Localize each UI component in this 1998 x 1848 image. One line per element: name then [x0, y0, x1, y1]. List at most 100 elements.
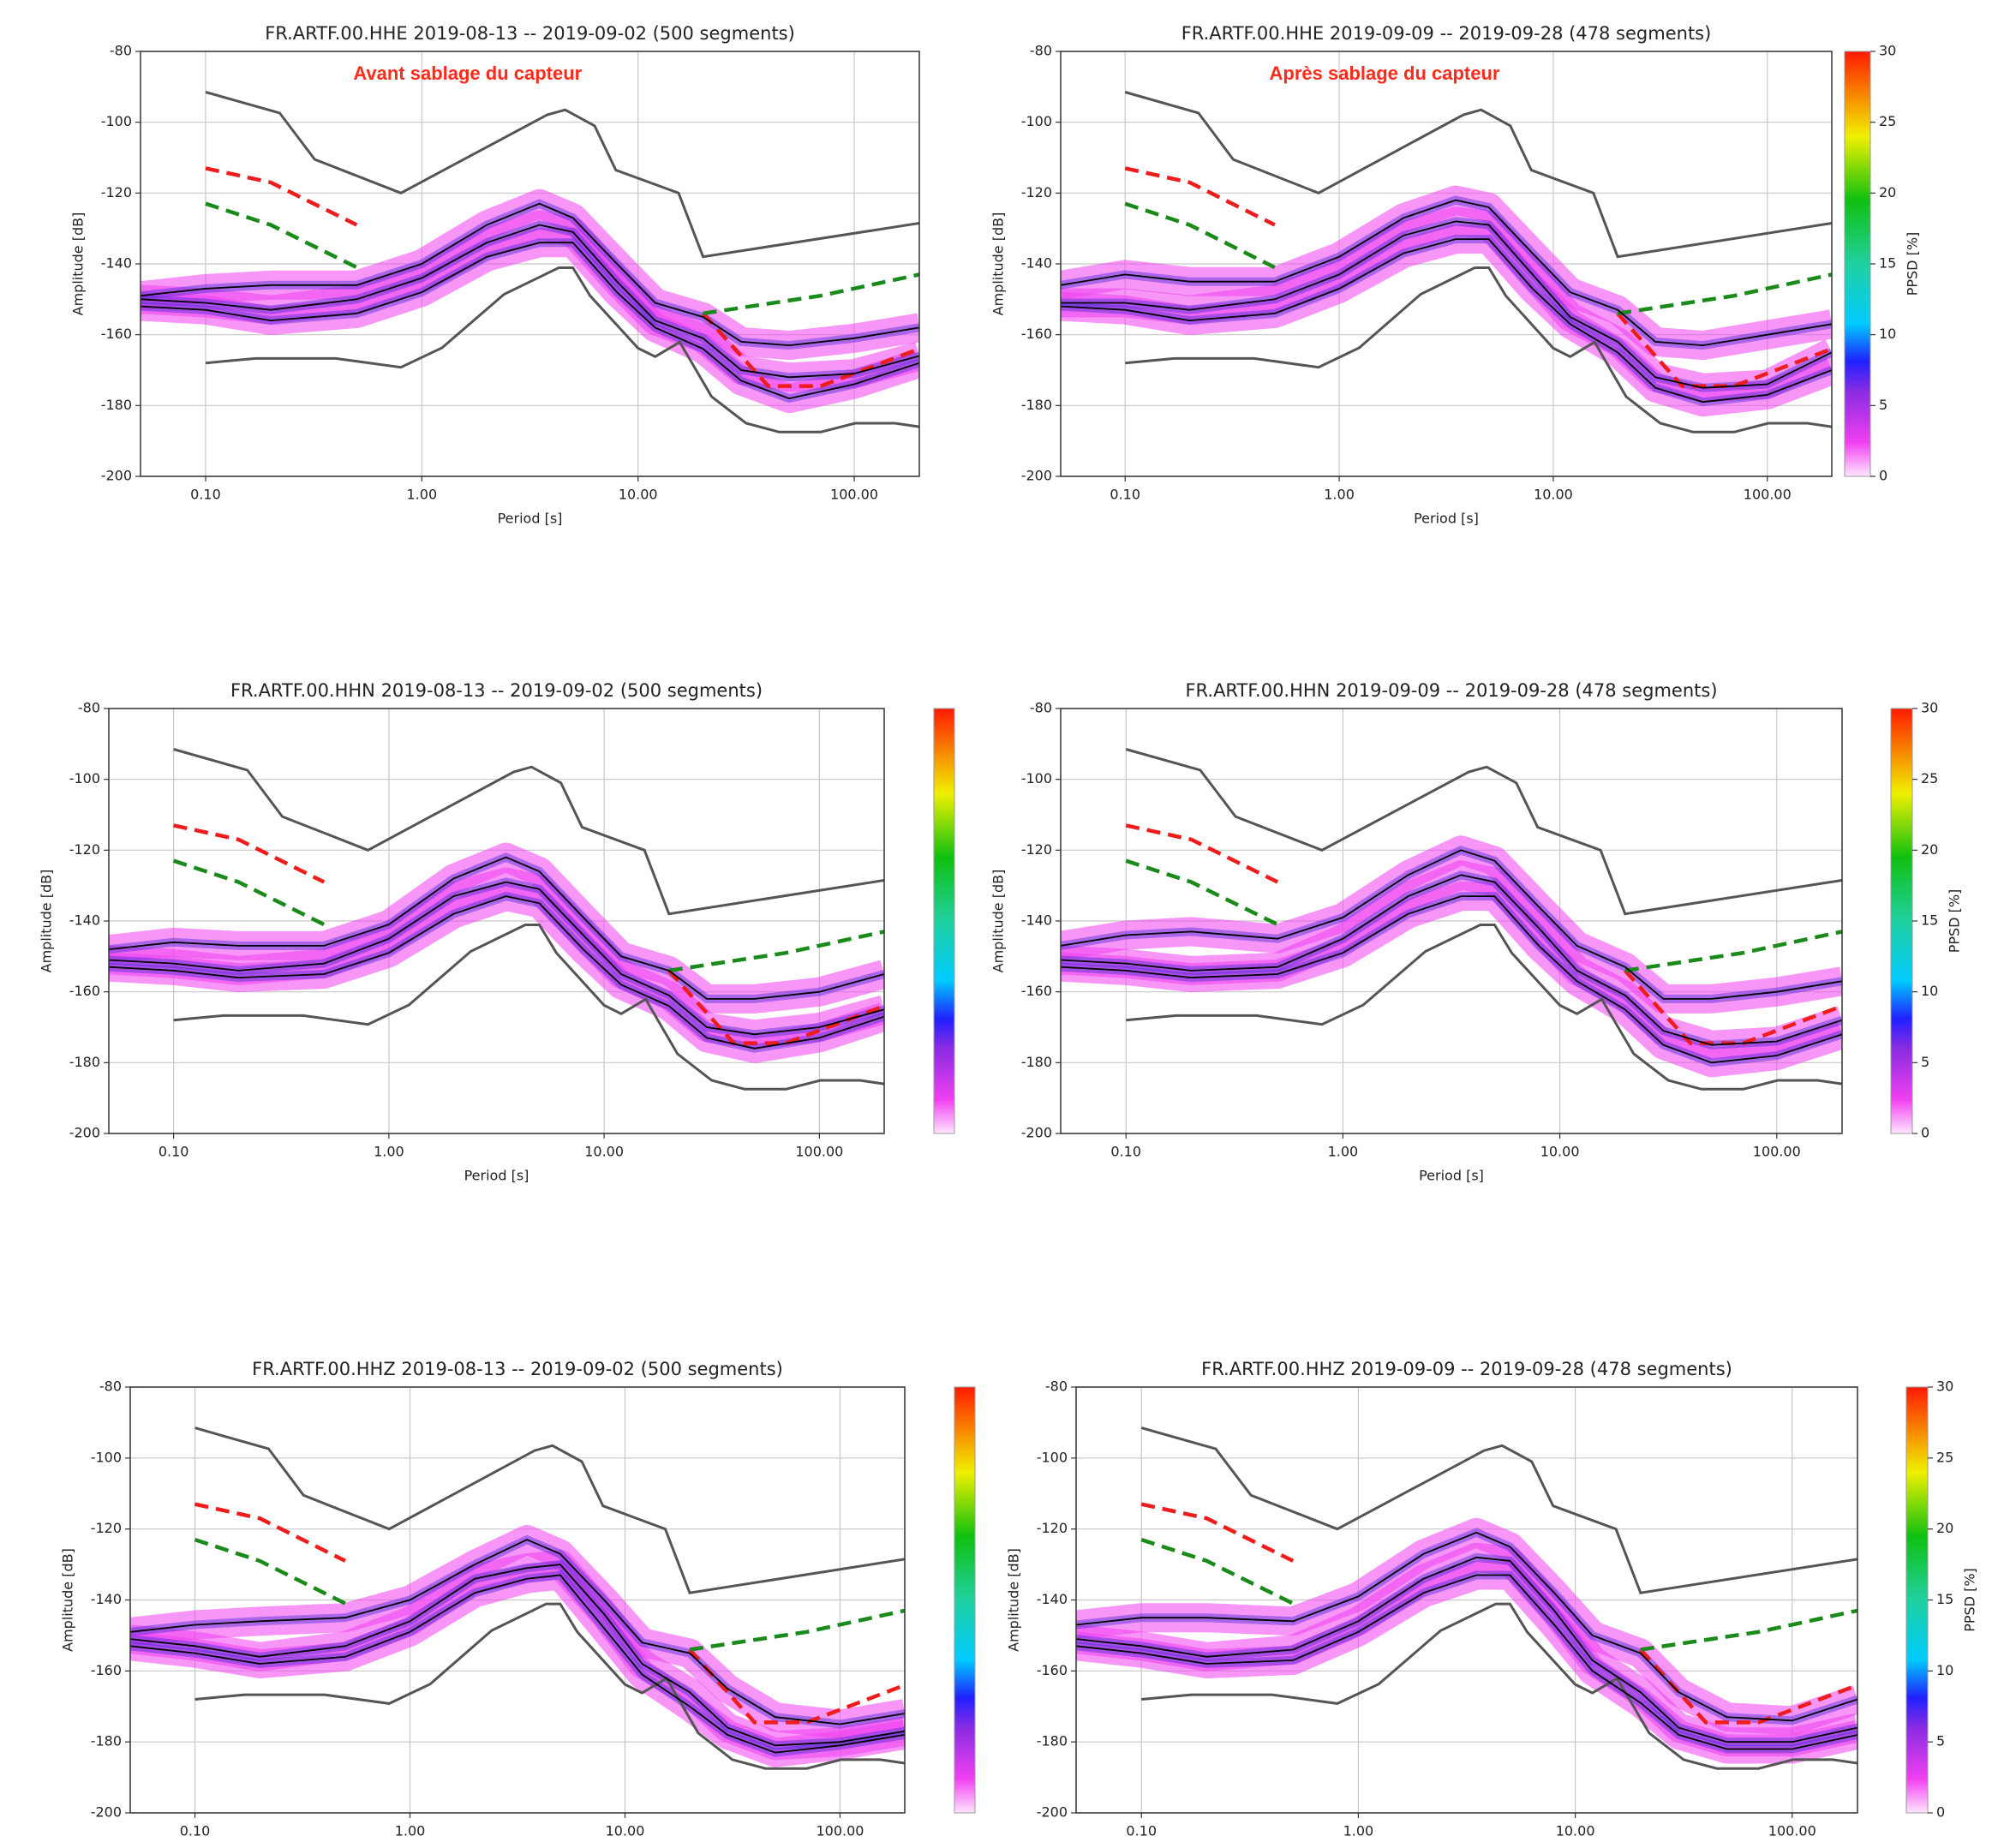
y-axis-label: Amplitude [dB]	[60, 1548, 76, 1652]
reference-line	[205, 166, 919, 388]
percentile-line	[1061, 238, 1832, 404]
plot-area	[1061, 748, 1842, 1091]
y-tick-label: -140	[101, 255, 132, 272]
x-tick-label: 100.00	[830, 487, 878, 503]
colorbar	[954, 1386, 976, 1814]
panel: -200 -180 -160 -140 -120 -100 -80 0.10 1.00 10.00…	[990, 23, 1921, 527]
panel: -200 -180 -160 -140 -120 -100 -80 0.10 1.00 10.00…	[70, 23, 920, 527]
y-tick-label: -80	[78, 700, 100, 716]
y-tick-label: -200	[1021, 468, 1052, 484]
reference-line	[194, 1426, 905, 1594]
x-tick-label: 0.10	[1110, 1144, 1141, 1160]
y-tick-label: -140	[1021, 255, 1052, 272]
reference-line	[194, 1502, 905, 1725]
colorbar-tick-label: 0	[1921, 1125, 1929, 1141]
y-tick-label: -200	[69, 1125, 100, 1141]
reference-line	[173, 823, 884, 1045]
reference-line	[1125, 823, 1842, 1045]
y-tick-label: -120	[1037, 1520, 1068, 1536]
reference-line	[173, 924, 884, 1091]
y-tick-label: -80	[99, 1379, 122, 1395]
colorbar-label: PPSD [%]	[1947, 889, 1963, 954]
x-tick-label: 10.00	[584, 1144, 624, 1160]
plot-area	[1061, 91, 1832, 434]
reference-line	[1125, 748, 1842, 916]
x-axis-label: Period [s]	[1434, 1847, 1499, 1848]
reference-line	[1125, 858, 1842, 973]
percentile-line	[1061, 874, 1842, 1046]
y-tick-label: -180	[69, 1054, 100, 1070]
percentile-line	[141, 224, 919, 379]
x-tick-label: 0.10	[1126, 1823, 1157, 1839]
x-axis-label: Period [s]	[1414, 511, 1479, 527]
plot-frame	[1075, 1386, 1858, 1814]
x-tick-label: 10.00	[619, 487, 658, 503]
colorbar-tick-label: 20	[1879, 184, 1896, 200]
colorbar-tick-label: 25	[1879, 113, 1896, 129]
chart-title: FR.ARTF.00.HHN 2019-09-09 -- 2019-09-28 …	[1185, 680, 1717, 701]
x-axis-label: Period [s]	[1419, 1168, 1484, 1184]
y-axis-label: Amplitude [dB]	[990, 212, 1007, 316]
colorbar-tick-label: 20	[1936, 1520, 1953, 1536]
x-tick-label: 1.00	[1343, 1823, 1374, 1839]
reference-line	[1140, 1426, 1857, 1594]
reference-line	[205, 201, 919, 316]
x-tick-label: 1.00	[1324, 487, 1355, 503]
y-tick-label: -120	[1021, 184, 1052, 200]
x-axis-label: Period [s]	[498, 511, 563, 527]
colorbar-label: PPSD [%]	[1905, 232, 1921, 296]
plot-area	[141, 91, 919, 434]
y-tick-label: -160	[1021, 326, 1052, 342]
colorbar-tick-label: 15	[1921, 912, 1938, 929]
y-axis-label: Amplitude [dB]	[1006, 1548, 1022, 1652]
x-tick-label: 100.00	[1744, 487, 1792, 503]
x-tick-label: 10.00	[606, 1823, 645, 1839]
x-tick-label: 1.00	[374, 1144, 404, 1160]
colorbar-tick-label: 10	[1936, 1662, 1953, 1678]
chart-title: FR.ARTF.00.HHZ 2019-09-09 -- 2019-09-28 …	[1201, 1359, 1732, 1379]
reference-line	[1141, 1602, 1857, 1770]
reference-line	[194, 1602, 905, 1770]
colorbar-tick-label: 10	[1921, 983, 1938, 999]
chart-title: FR.ARTF.00.HHE 2019-08-13 -- 2019-09-02 …	[265, 23, 795, 44]
y-tick-label: -140	[69, 912, 100, 929]
y-tick-label: -80	[1030, 43, 1052, 59]
reference-line	[1124, 91, 1832, 259]
y-tick-label: -120	[101, 184, 132, 200]
y-tick-label: -140	[1037, 1591, 1068, 1607]
plot-frame	[108, 708, 885, 1134]
colorbar	[933, 708, 955, 1134]
colorbar-tick-label: 10	[1879, 326, 1896, 342]
y-tick-label: -200	[91, 1804, 122, 1821]
reference-line	[1125, 266, 1832, 434]
y-axis-label: Amplitude [dB]	[990, 870, 1007, 973]
y-tick-label: -160	[1021, 983, 1052, 999]
percentile-line	[141, 202, 919, 347]
colorbar-label: PPSD [%]	[1962, 1568, 1978, 1632]
colorbar	[1905, 1386, 1929, 1814]
colorbar-tick-label: 30	[1879, 43, 1896, 59]
y-tick-label: -80	[1045, 1379, 1068, 1395]
panel: -200 -180 -160 -140 -120 -100 -80 0.10 1.00 10.00…	[990, 680, 1963, 1184]
x-tick-label: 100.00	[1753, 1144, 1801, 1160]
x-tick-label: 100.00	[1768, 1823, 1816, 1839]
x-tick-label: 10.00	[1556, 1823, 1595, 1839]
colorbar-tick-label: 30	[1921, 700, 1938, 716]
y-tick-label: -120	[69, 841, 100, 858]
y-tick-label: -180	[91, 1733, 122, 1749]
reference-line	[173, 748, 884, 916]
colorbar-tick-label: 25	[1936, 1449, 1953, 1465]
y-tick-label: -80	[110, 43, 132, 59]
colorbar-tick-label: 15	[1879, 255, 1896, 272]
y-tick-label: -100	[1037, 1449, 1068, 1465]
y-axis-label: Amplitude [dB]	[39, 870, 55, 973]
x-tick-label: 0.10	[180, 1823, 211, 1839]
y-tick-label: -100	[91, 1449, 122, 1465]
y-tick-label: -180	[1037, 1733, 1068, 1749]
colorbar	[1890, 708, 1913, 1134]
y-tick-label: -140	[1021, 912, 1052, 929]
colorbar-tick-label: 30	[1936, 1379, 1953, 1395]
plot-area	[1076, 1426, 1857, 1770]
colorbar-tick-label: 0	[1879, 468, 1887, 484]
y-tick-label: -180	[1021, 1054, 1052, 1070]
